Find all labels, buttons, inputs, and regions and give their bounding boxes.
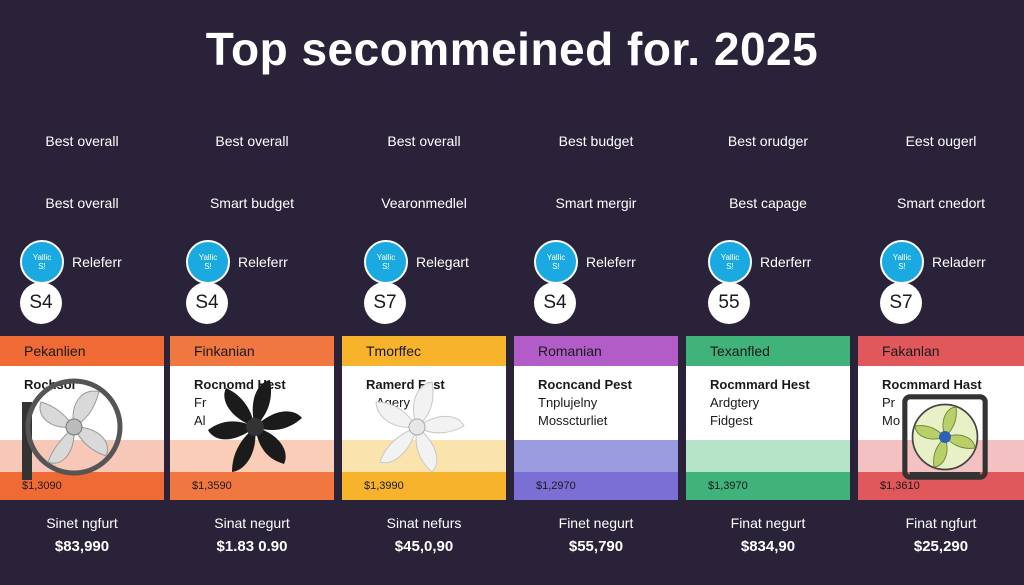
bottom-price: $834,90 [740, 538, 796, 555]
bottom-price: $25,290 [913, 538, 969, 555]
card-header: Romanian [514, 336, 678, 366]
bottom-price: $1.83 0.90 [216, 538, 288, 555]
grey-frame-fan-icon [22, 378, 123, 480]
card-line: Fidgest [710, 413, 753, 428]
score-circle: 55 [708, 282, 750, 324]
badge-text: Releferr [72, 254, 122, 270]
product-column[interactable]: Best overall Best overall Yallic S! Rele… [0, 0, 164, 585]
category-label: Best budget [558, 133, 634, 149]
badge-line: S! [898, 262, 906, 271]
bottom-price: $83,990 [54, 538, 110, 555]
badge-text: Rderferr [760, 254, 812, 270]
badge-text: Releferr [238, 254, 288, 270]
category-label: Best overall [215, 133, 289, 149]
card-band [686, 440, 850, 472]
card-line: Mo [882, 413, 901, 428]
page-title: Top secommeined for. 2025 [205, 23, 819, 75]
bottom-label: Sinat negurt [214, 515, 290, 531]
product-column[interactable]: Best orudger Best capage Yallic S! Rderf… [686, 0, 850, 585]
badge-text: Releferr [586, 254, 636, 270]
product-card[interactable]: Finkanian Rocnomd Hest Fr Al $1,3590 [170, 336, 334, 500]
score-circle: S4 [534, 282, 576, 324]
product-column[interactable]: Eest ougerl Smart cnedort Yallic S! Rela… [858, 0, 1024, 585]
card-line: Rocncand Pest [538, 377, 632, 392]
rating-badge: Yallic S! [880, 240, 924, 284]
bottom-label: Finet negurt [558, 515, 634, 531]
product-card[interactable]: Romanian Rocncand Pest Tnplujelny Mossct… [514, 336, 678, 500]
card-line: Tnplujelny [538, 395, 598, 410]
rating-badge: Yallic S! [20, 240, 64, 284]
card-header: Pekanlien [0, 336, 164, 366]
subcategory-label: Best overall [45, 195, 119, 211]
badge-text: Reladerr [932, 254, 986, 270]
box-fan-icon [902, 394, 988, 480]
badge-line: Yallic [198, 253, 218, 262]
badge-line: S! [552, 262, 560, 271]
card-header: Fakanlan [858, 336, 1024, 366]
card-header: Tmorffec [342, 336, 506, 366]
card-price: $1,3090 [0, 472, 164, 500]
badge-line: S! [204, 262, 212, 271]
product-column[interactable]: Best overall Vearonmedlel Yallic S! Rele… [342, 0, 506, 585]
product-card[interactable]: Fakanlan Rocmmard Hast Pr Mo $1,3610 [858, 336, 1024, 500]
subcategory-label: Vearonmedlel [381, 195, 467, 211]
subcategory-label: Best capage [729, 195, 807, 211]
score-circle: S7 [880, 282, 922, 324]
category-label: Eest ougerl [905, 133, 977, 149]
card-line: Ardgtery [710, 395, 760, 410]
card-body: Rocncand Pest Tnplujelny Mosscturliet [514, 366, 678, 440]
badge-line: Yallic [32, 253, 52, 262]
card-line: Rocmmard Hast [882, 377, 982, 392]
product-column[interactable]: Best overall Smart budget Yallic S! Rele… [170, 0, 334, 585]
card-price: $1,3970 [686, 472, 850, 500]
score-circle: S4 [20, 282, 62, 324]
product-column[interactable]: Best budget Smart mergir Yallic S! Relef… [514, 0, 678, 585]
card-line: Rocmmard Hest [710, 377, 810, 392]
category-label: Best overall [45, 133, 119, 149]
bottom-price: $45,0,90 [394, 538, 454, 555]
badge-line: S! [38, 262, 46, 271]
badge-line: S! [382, 262, 390, 271]
card-header: Texanfled [686, 336, 850, 366]
product-card[interactable]: Pekanlien Rochsol $1,3090 [0, 336, 164, 500]
badge-line: Yallic [546, 253, 566, 262]
bottom-label: Finat ngfurt [905, 515, 977, 531]
card-price: $1,3990 [342, 472, 506, 500]
white-fan-icon [375, 381, 465, 473]
badge-text: Relegart [416, 254, 469, 270]
badge-line: Yallic [720, 253, 740, 262]
badge-line: Yallic [892, 253, 912, 262]
product-card[interactable]: Tmorffec Ramerd Fest Agery $1,3990 [342, 336, 506, 500]
score-circle: S4 [186, 282, 228, 324]
card-price: $1,3590 [170, 472, 334, 500]
card-line: Pr [882, 395, 895, 410]
card-line: Mosscturliet [538, 413, 608, 428]
score-circle: S7 [364, 282, 406, 324]
badge-line: Yallic [376, 253, 396, 262]
card-price: $1,2970 [514, 472, 678, 500]
bottom-label: Finat negurt [730, 515, 806, 531]
black-fan-icon [208, 380, 302, 472]
product-card[interactable]: Texanfled Rocmmard Hest Ardgtery Fidgest… [686, 336, 850, 500]
rating-badge: Yallic S! [186, 240, 230, 284]
card-header: Finkanian [170, 336, 334, 366]
subcategory-label: Smart budget [209, 195, 295, 211]
card-body: Rocmmard Hast Pr Mo [858, 366, 1024, 440]
subcategory-label: Smart cnedort [897, 195, 985, 211]
badge-line: S! [726, 262, 734, 271]
rating-badge: Yallic S! [534, 240, 578, 284]
rating-badge: Yallic S! [364, 240, 408, 284]
bottom-price: $55,790 [568, 538, 624, 555]
card-line: Fr [194, 395, 207, 410]
card-band [514, 440, 678, 472]
bottom-label: Sinat nefurs [386, 515, 462, 531]
bottom-label: Sinet ngfurt [46, 515, 118, 531]
category-label: Best orudger [727, 133, 809, 149]
subcategory-label: Smart mergir [555, 195, 637, 211]
card-line: Al [194, 413, 206, 428]
rating-badge: Yallic S! [708, 240, 752, 284]
card-body: Rocmmard Hest Ardgtery Fidgest [686, 366, 850, 440]
category-label: Best overall [387, 133, 461, 149]
